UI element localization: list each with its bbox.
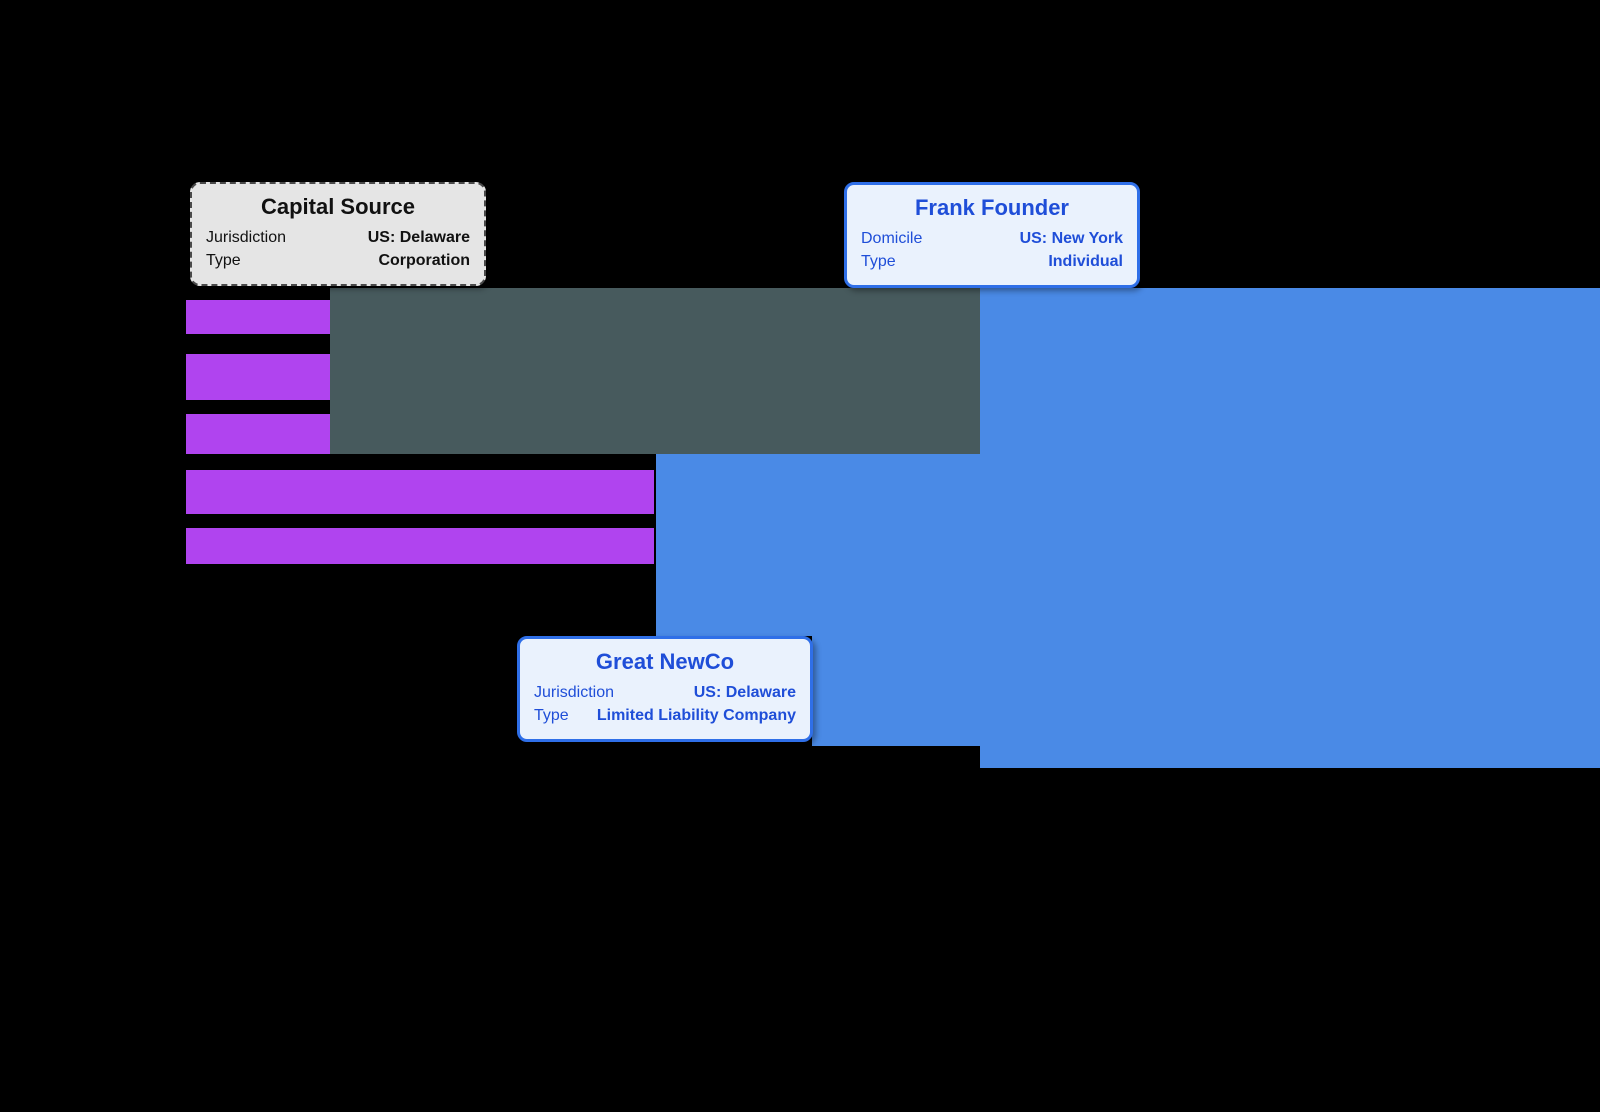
row-value: Individual: [1048, 250, 1123, 273]
node-row: Type Individual: [861, 250, 1123, 273]
purple-bar-5: [186, 528, 654, 564]
node-great-newco[interactable]: Great NewCo Jurisdiction US: Delaware Ty…: [517, 636, 813, 742]
node-row: Type Corporation: [206, 249, 470, 272]
node-row: Domicile US: New York: [861, 227, 1123, 250]
node-title: Capital Source: [206, 194, 470, 220]
purple-bar-3: [186, 414, 330, 454]
blue-mid-block: [656, 454, 982, 636]
row-key: Jurisdiction: [534, 681, 614, 704]
purple-bar-1: [186, 300, 330, 334]
node-row: Jurisdiction US: Delaware: [206, 226, 470, 249]
purple-bar-2: [186, 354, 330, 400]
row-value: US: New York: [1020, 227, 1123, 250]
purple-bar-4: [186, 470, 654, 514]
blue-extend: [812, 636, 1600, 746]
row-key: Jurisdiction: [206, 226, 286, 249]
row-key: Type: [206, 249, 241, 272]
diagram-canvas: Capital Source Jurisdiction US: Delaware…: [0, 0, 1600, 1112]
node-title: Frank Founder: [861, 195, 1123, 221]
node-capital-source[interactable]: Capital Source Jurisdiction US: Delaware…: [190, 182, 486, 286]
dark-panel: [330, 288, 980, 454]
row-value: US: Delaware: [694, 681, 796, 704]
node-frank-founder[interactable]: Frank Founder Domicile US: New York Type…: [844, 182, 1140, 288]
row-key: Type: [861, 250, 896, 273]
node-row: Type Limited Liability Company: [534, 704, 796, 727]
node-row: Jurisdiction US: Delaware: [534, 681, 796, 704]
node-title: Great NewCo: [534, 649, 796, 675]
row-key: Domicile: [861, 227, 922, 250]
row-value: Corporation: [378, 249, 470, 272]
row-value: US: Delaware: [368, 226, 470, 249]
row-key: Type: [534, 704, 569, 727]
row-value: Limited Liability Company: [597, 704, 796, 727]
